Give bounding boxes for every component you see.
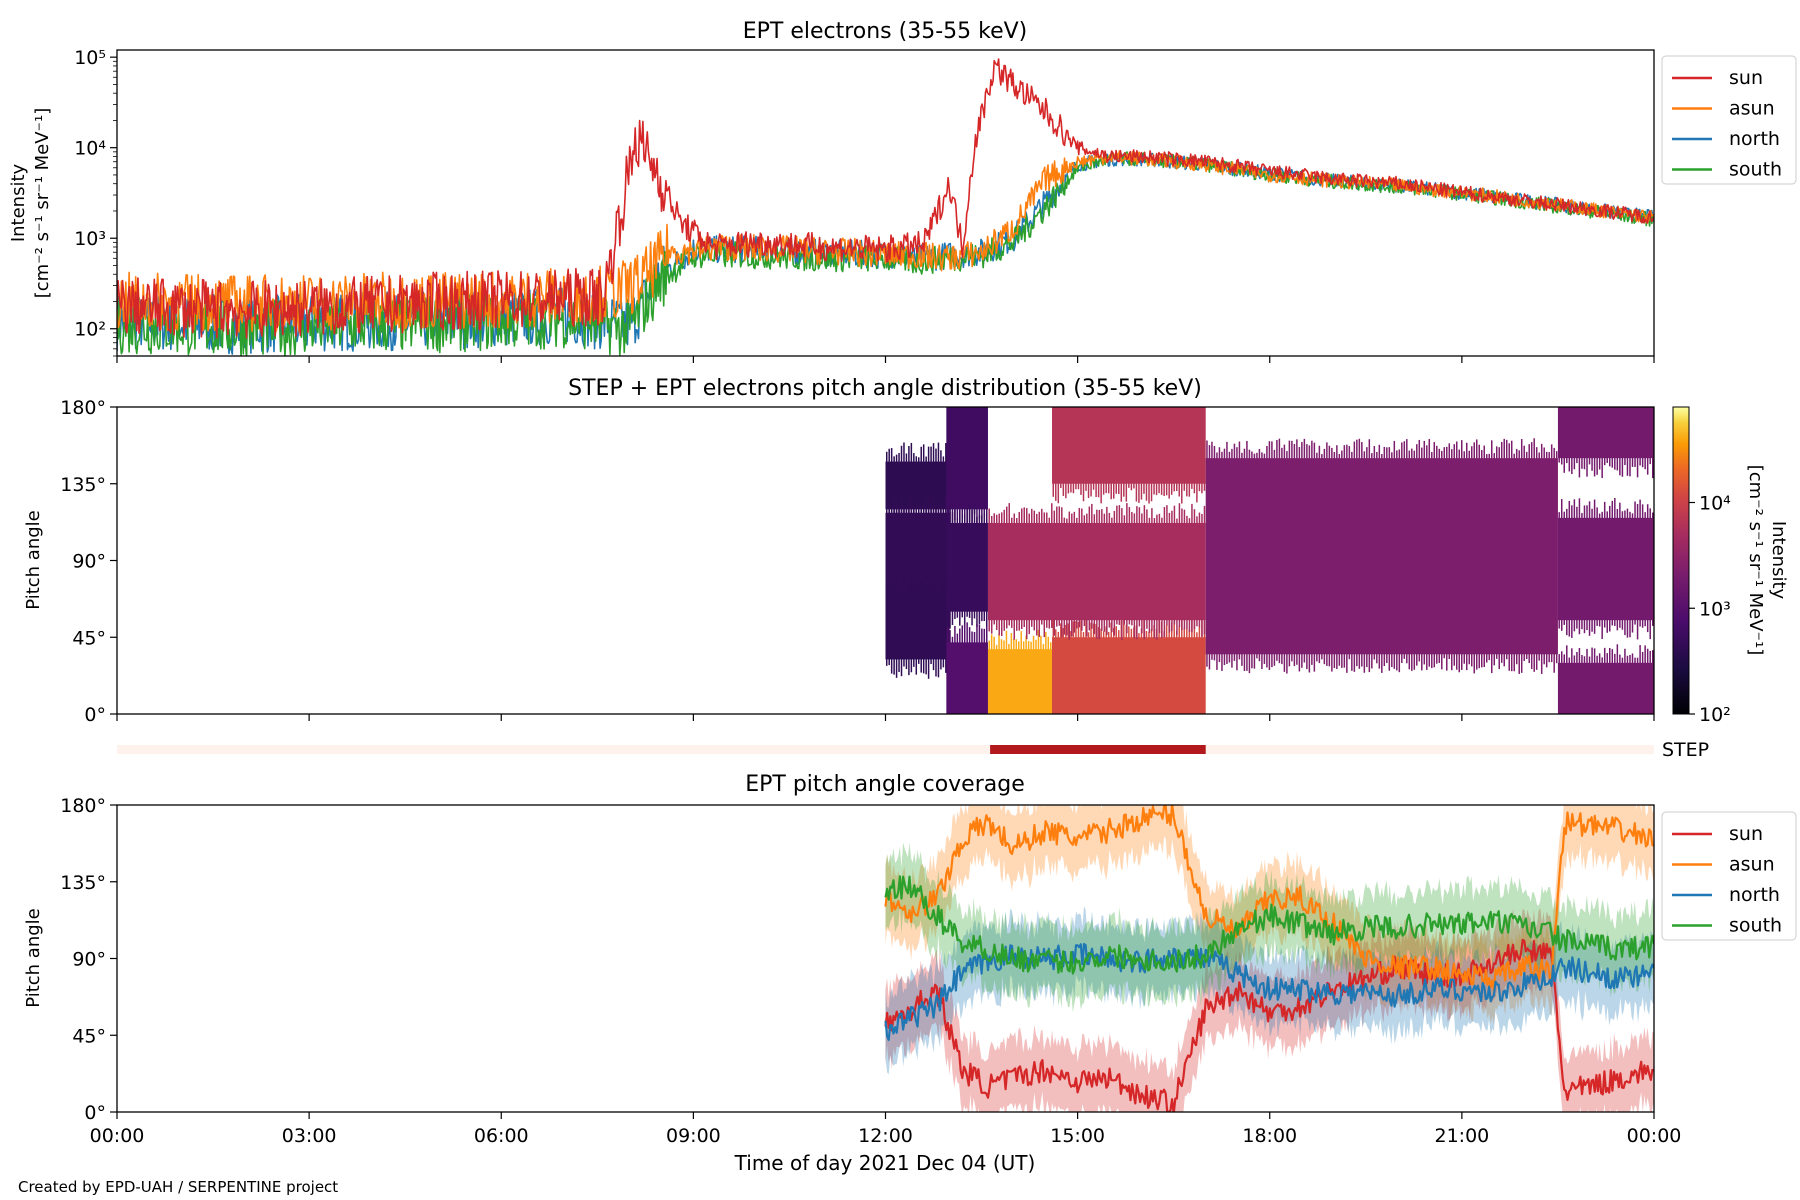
heatmap-band <box>885 594 950 660</box>
step-bar-label: STEP <box>1662 739 1709 761</box>
y-tick-label: 45° <box>72 627 106 649</box>
panel3-legend: sun asun north south <box>1661 811 1797 941</box>
x-tick-label: 21:00 <box>1434 1125 1489 1147</box>
heatmap-band <box>885 461 950 510</box>
x-axis-label: Time of day 2021 Dec 04 (UT) <box>734 1151 1036 1175</box>
panel3-title: EPT pitch angle coverage <box>745 772 1025 797</box>
legend-label-sun: sun <box>1729 67 1763 89</box>
heatmap-band <box>946 407 988 510</box>
heatmap-band <box>1557 662 1654 714</box>
panel1-xticks <box>116 356 1655 363</box>
panel3-yticks: 0° 45° 90° 135° 180° <box>60 795 117 1124</box>
y-tick-label: 10³ <box>74 228 106 250</box>
heatmap-band <box>1052 637 1206 714</box>
panel1-series <box>117 58 1654 356</box>
panel1-yticks: 10² 10³ 10⁴ 10⁵ <box>74 47 117 357</box>
x-tick-label: 18:00 <box>1242 1125 1297 1147</box>
heatmap-band <box>1205 458 1558 655</box>
panel2-ylabel: Pitch angle <box>23 510 44 609</box>
series-line-asun <box>117 150 1654 333</box>
legend-label-north: north <box>1729 884 1780 906</box>
y-tick-label: 90° <box>72 551 106 573</box>
x-tick-label: 15:00 <box>1050 1125 1105 1147</box>
panel1-ylabel-line2: [cm⁻² s⁻¹ sr⁻¹ MeV⁻¹] <box>32 108 53 299</box>
legend-label-sun: sun <box>1729 823 1763 845</box>
y-tick-label: 135° <box>60 474 106 496</box>
legend-label-south: south <box>1729 915 1782 937</box>
legend-label-asun: asun <box>1729 854 1775 876</box>
legend-box <box>1661 55 1797 185</box>
uncertainty-band-south <box>885 842 1654 1013</box>
panel3-ylabel: Pitch angle <box>23 908 44 1007</box>
step-bar-active <box>990 745 1206 754</box>
heatmap-band <box>885 512 950 599</box>
legend-label-south: south <box>1729 159 1782 181</box>
legend-label-asun: asun <box>1729 98 1775 120</box>
colorbar-tick-label: 10⁴ <box>1699 493 1731 515</box>
series-line-sun <box>117 58 1654 339</box>
y-tick-label: 45° <box>72 1025 106 1047</box>
colorbar-tick-label: 10² <box>1699 704 1731 726</box>
panel2-xticks <box>116 714 1655 721</box>
x-tick-label: 00:00 <box>1627 1125 1682 1147</box>
y-tick-label: 135° <box>60 872 106 894</box>
y-tick-label: 0° <box>84 1102 106 1124</box>
series-line-south <box>884 875 1654 975</box>
y-tick-label: 0° <box>84 704 106 726</box>
y-tick-label: 10⁴ <box>74 138 106 160</box>
panel2-yticks: 0° 45° 90° 135° 180° <box>60 397 117 726</box>
heatmap-band <box>987 522 1206 621</box>
x-tick-label: 00:00 <box>90 1125 145 1147</box>
colorbar-tick-label: 10³ <box>1699 598 1731 620</box>
series-line-sun <box>884 938 1654 1112</box>
x-tick-label: 03:00 <box>282 1125 337 1147</box>
panel3-xticks: 00:00 03:00 06:00 09:00 12:00 15:00 18:00 21:00… <box>90 1112 1682 1147</box>
colorbar-ticks: 10² 10³ 10⁴ <box>1689 493 1731 726</box>
heatmap-band <box>1557 407 1654 459</box>
y-tick-label: 180° <box>60 795 106 817</box>
y-tick-label: 180° <box>60 397 106 419</box>
panel2-heatmap <box>885 407 1654 714</box>
panel1-title: EPT electrons (35-55 keV) <box>743 19 1028 44</box>
panel1-ylabel-line1: Intensity <box>8 163 29 242</box>
heatmap-band <box>987 649 1053 714</box>
panel3-series <box>884 805 1654 1112</box>
footer-credit: Created by EPD-UAH / SERPENTINE project <box>18 1178 339 1196</box>
colorbar-label-line1: Intensity <box>1768 521 1789 600</box>
step-bar-background <box>117 745 1654 754</box>
panel3-frame <box>116 804 1655 1113</box>
heatmap-band <box>1557 517 1654 621</box>
y-tick-label: 10⁵ <box>74 47 106 69</box>
colorbar-label-line2: [cm⁻² s⁻¹ sr⁻¹ MeV⁻¹] <box>1745 465 1766 656</box>
panel2-frame <box>116 406 1655 715</box>
series-line-north <box>884 942 1654 1041</box>
y-tick-label: 90° <box>72 949 106 971</box>
panel2-title: STEP + EPT electrons pitch angle distrib… <box>568 376 1202 401</box>
heatmap-band <box>946 642 988 714</box>
series-line-asun <box>884 805 1654 992</box>
x-tick-label: 12:00 <box>858 1125 913 1147</box>
x-tick-label: 06:00 <box>474 1125 529 1147</box>
panel1-legend: sun asun north south <box>1661 55 1797 185</box>
legend-label-north: north <box>1729 128 1780 150</box>
y-tick-label: 10² <box>74 319 106 341</box>
heatmap-band <box>946 522 988 612</box>
colorbar <box>1672 406 1690 715</box>
x-tick-label: 09:00 <box>666 1125 721 1147</box>
panel1-frame <box>116 49 1655 357</box>
legend-box <box>1661 811 1797 941</box>
heatmap-band <box>1052 407 1206 484</box>
